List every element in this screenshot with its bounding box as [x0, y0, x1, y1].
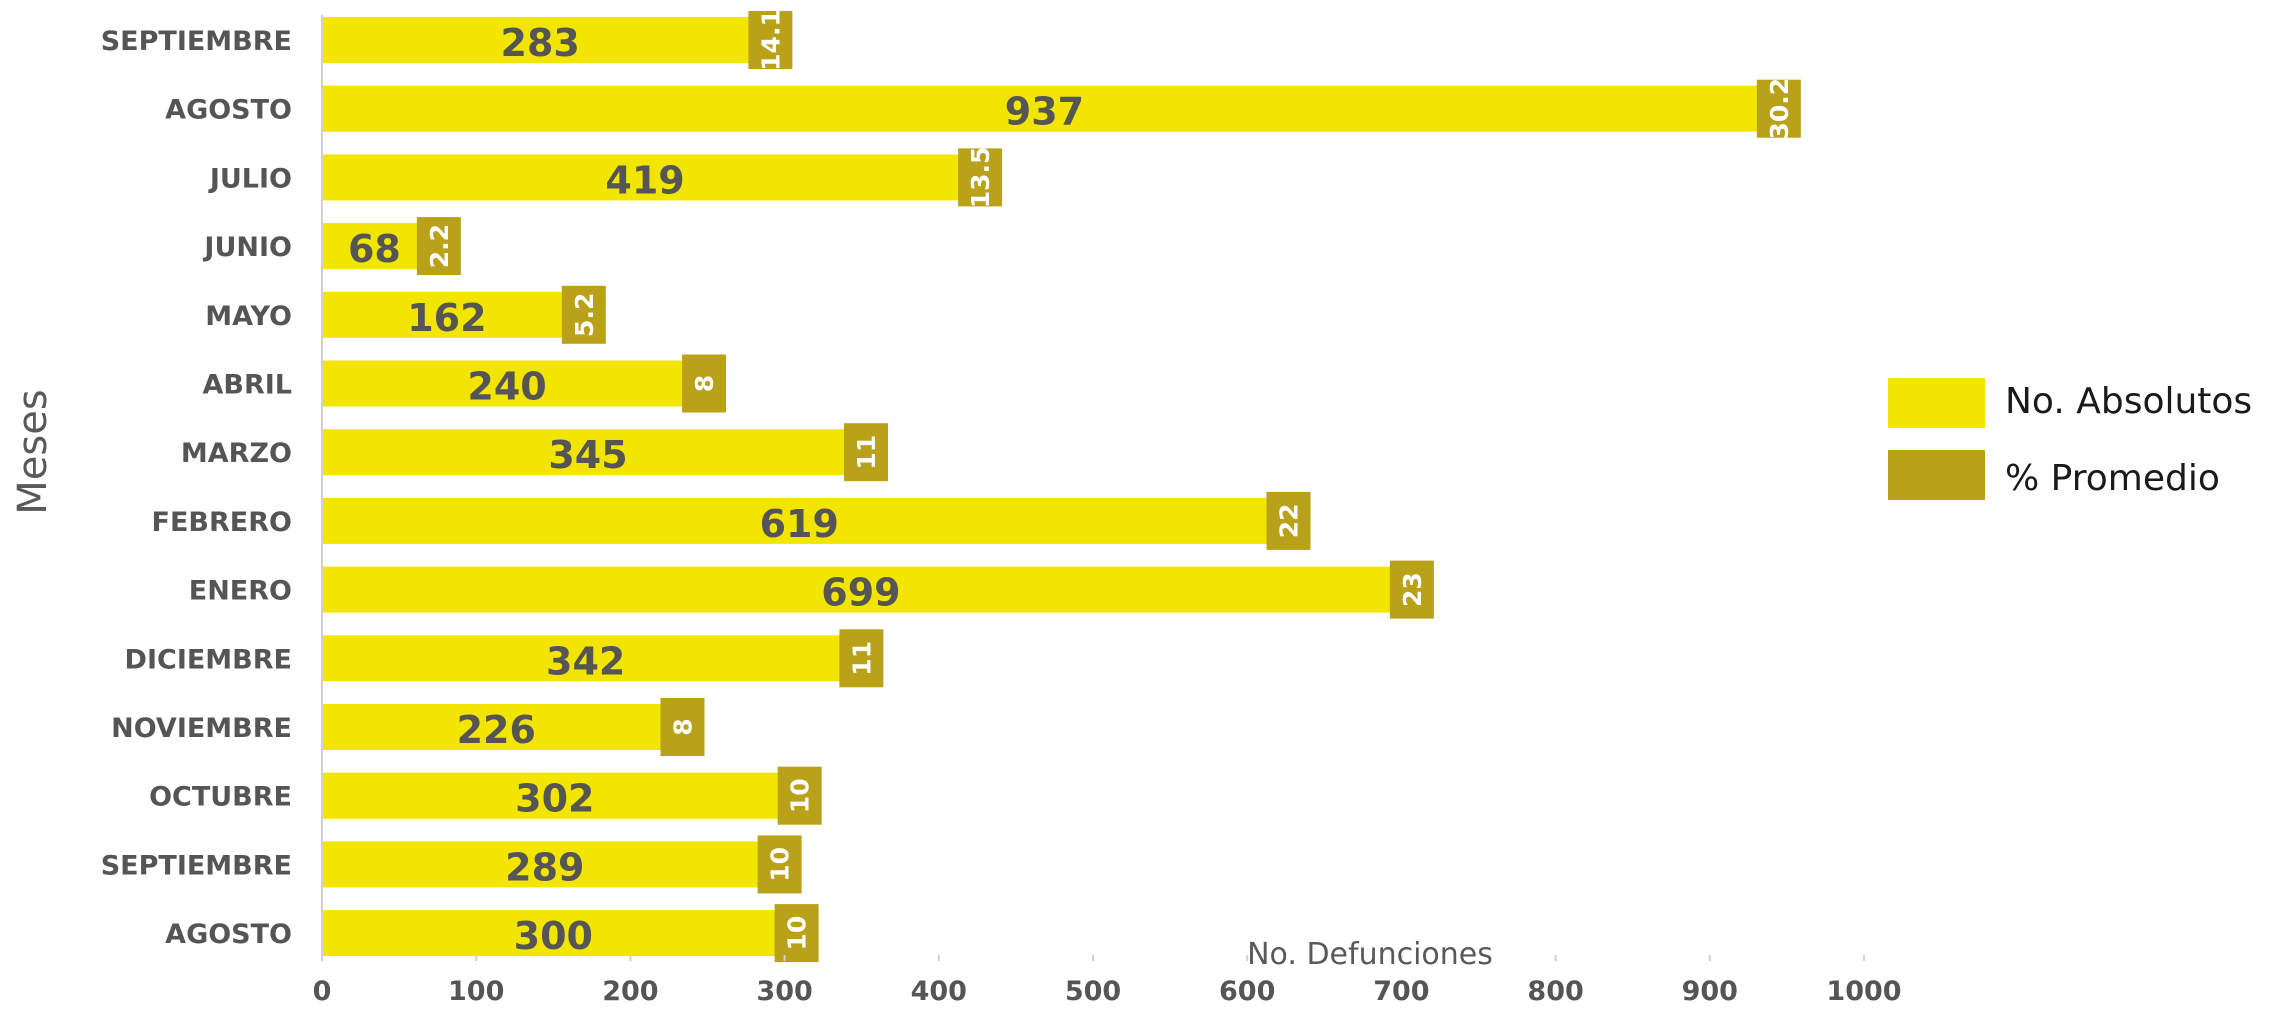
- bar-absolutos-marzo: [322, 429, 854, 476]
- data-label-promedio-agosto: 10: [783, 916, 812, 951]
- x-tick-label-900: 900: [1682, 976, 1738, 1007]
- data-label-absolutos-julio: 419: [605, 158, 684, 202]
- bar-promedio-septiembre: [757, 835, 802, 894]
- bar-absolutos-junio: [322, 223, 427, 270]
- bar-promedio-febrero: [1266, 491, 1311, 550]
- x-axis: 0 100 200 300 400 500 600 700 800 900 1000: [313, 15, 1902, 1007]
- category-label-julio: JULIO: [208, 163, 292, 194]
- data-label-promedio-junio: 2.2: [425, 224, 454, 268]
- data-label-promedio-enero: 23: [1398, 572, 1427, 607]
- bar-absolutos-septiembre: [322, 17, 759, 63]
- data-label-promedio-septiembre: 10: [766, 847, 795, 882]
- bar-absolutos-septiembre: [322, 841, 768, 888]
- data-label-absolutos-octubre: 302: [515, 777, 594, 821]
- bar-absolutos-octubre: [322, 772, 788, 819]
- data-label-absolutos-agosto: 300: [514, 914, 593, 958]
- bar-absolutos-abril: [322, 360, 693, 407]
- data-label-promedio-julio: 13.5: [966, 147, 995, 209]
- legend: No. Absolutos % Promedio: [1888, 378, 2252, 500]
- category-labels: SEPTIEMBRE AGOSTO JULIO JUNIO MAYO ABRIL MARZO…: [101, 26, 292, 950]
- bar-absolutos-julio: [322, 154, 969, 201]
- bar-promedio-agosto: [1756, 79, 1801, 138]
- x-tick-label-700: 700: [1373, 976, 1429, 1007]
- y-axis-title: Meses: [10, 389, 56, 514]
- category-label-marzo: MARZO: [181, 438, 292, 469]
- x-tick-label-600: 600: [1219, 976, 1275, 1007]
- x-tick-label-400: 400: [911, 976, 967, 1007]
- category-label-febrero: FEBRERO: [152, 507, 292, 538]
- data-label-absolutos-enero: 699: [821, 571, 900, 615]
- data-label-absolutos-junio: 68: [348, 227, 401, 271]
- category-label-mayo: MAYO: [205, 301, 292, 332]
- category-label-abril: ABRIL: [202, 370, 292, 401]
- data-label-absolutos-diciembre: 342: [546, 639, 625, 683]
- bar-absolutos-enero: [322, 566, 1400, 613]
- data-label-promedio-agosto: 30.2: [1765, 78, 1794, 140]
- bar-promedio-octubre: [777, 766, 822, 825]
- data-label-promedio-diciembre: 11: [847, 641, 876, 676]
- category-label-noviembre: NOVIEMBRE: [111, 713, 292, 744]
- category-label-enero: ENERO: [189, 576, 292, 607]
- category-label-diciembre: DICIEMBRE: [125, 644, 292, 675]
- bar-absolutos-diciembre: [322, 635, 850, 682]
- data-label-absolutos-abril: 240: [467, 365, 546, 409]
- data-label-promedio-septiembre: 14.1: [756, 9, 785, 71]
- bar-promedio-mayo: [561, 285, 606, 344]
- x-tick-label-0: 0: [313, 976, 332, 1007]
- x-tick-label-500: 500: [1065, 976, 1121, 1007]
- bar-promedio-agosto: [774, 904, 819, 963]
- category-label-septiembre: SEPTIEMBRE: [101, 26, 292, 57]
- bar-absolutos-mayo: [322, 291, 572, 338]
- x-tick-label-800: 800: [1527, 976, 1583, 1007]
- data-label-absolutos-marzo: 345: [548, 433, 627, 477]
- data-label-absolutos-septiembre: 283: [501, 21, 580, 65]
- x-tick-label-100: 100: [448, 976, 504, 1007]
- x-tick-label-300: 300: [756, 976, 812, 1007]
- bar-absolutos-agosto: [322, 910, 785, 957]
- bar-absolutos-febrero: [322, 497, 1277, 544]
- data-label-promedio-abril: 8: [690, 375, 719, 392]
- category-label-junio: JUNIO: [202, 232, 292, 263]
- category-label-septiembre: SEPTIEMBRE: [101, 850, 292, 881]
- category-label-octubre: OCTUBRE: [149, 782, 292, 813]
- bar-promedio-enero: [1389, 560, 1434, 619]
- data-label-absolutos-agosto: 937: [1005, 90, 1084, 134]
- legend-item-absolutos: No. Absolutos: [1888, 378, 2252, 428]
- bars-layer: 14.1 283 30.2 937 13.5 419 2.2 68 5.2 162 8 240 11 34…: [322, 9, 1801, 963]
- bar-promedio-noviembre: [660, 698, 705, 756]
- x-axis-title: No. Defunciones: [1247, 937, 1493, 972]
- legend-swatch-absolutos: [1888, 378, 1985, 428]
- bar-absolutos-noviembre: [322, 704, 671, 750]
- data-label-promedio-febrero: 22: [1274, 504, 1303, 539]
- legend-swatch-promedio: [1888, 450, 1985, 500]
- bar-promedio-abril: [682, 354, 727, 413]
- data-label-absolutos-noviembre: 226: [457, 708, 536, 752]
- category-label-agosto: AGOSTO: [165, 95, 292, 126]
- bar-promedio-septiembre: [748, 11, 793, 69]
- data-label-promedio-noviembre: 8: [668, 718, 697, 735]
- data-label-promedio-octubre: 10: [786, 778, 815, 813]
- data-label-promedio-marzo: 11: [852, 435, 881, 470]
- category-label-agosto: AGOSTO: [165, 919, 292, 950]
- data-label-absolutos-septiembre: 289: [505, 845, 584, 889]
- bar-promedio-marzo: [843, 423, 888, 482]
- x-tick-label-200: 200: [602, 976, 658, 1007]
- data-label-absolutos-febrero: 619: [760, 502, 839, 546]
- bar-promedio-diciembre: [839, 629, 884, 688]
- legend-label-absolutos: No. Absolutos: [2005, 381, 2252, 422]
- bar-promedio-junio: [416, 217, 461, 276]
- legend-label-promedio: % Promedio: [2005, 458, 2220, 499]
- x-tick-label-1000: 1000: [1826, 976, 1901, 1007]
- legend-item-promedio: % Promedio: [1888, 450, 2220, 500]
- data-label-absolutos-mayo: 162: [407, 296, 486, 340]
- bar-promedio-julio: [958, 148, 1003, 207]
- data-label-promedio-mayo: 5.2: [570, 293, 599, 337]
- bar-absolutos-agosto: [322, 85, 1767, 132]
